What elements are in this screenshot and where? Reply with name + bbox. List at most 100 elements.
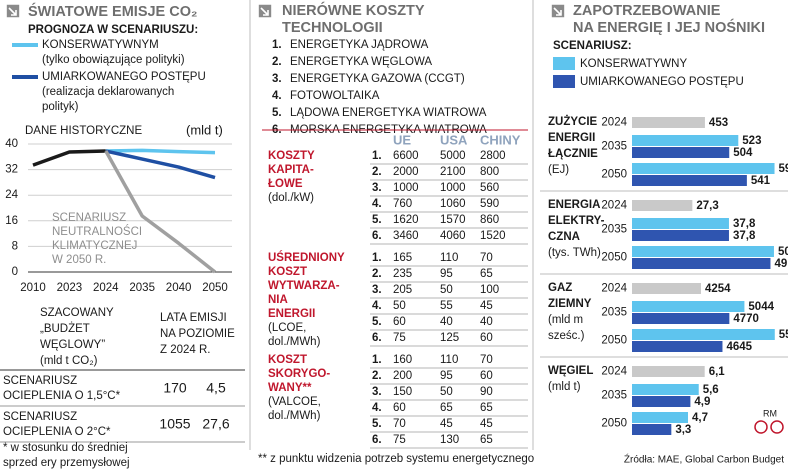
value-label: 4770	[733, 313, 759, 325]
bar	[632, 424, 672, 435]
category-label: 2024	[601, 117, 627, 129]
x-tick-label: 2024	[93, 282, 119, 294]
arrow-icon	[550, 3, 566, 19]
value-label: 453	[709, 117, 728, 129]
list-number: 3.	[272, 73, 282, 85]
value-label: 50,7	[778, 246, 788, 258]
panel-title: TECHNOLOGII	[282, 20, 383, 36]
bar	[632, 147, 730, 158]
table-header: SZACOWANY	[40, 307, 114, 319]
group-title: ZUŻYCIE	[548, 115, 598, 128]
table-cell: 110	[440, 354, 458, 366]
table-cell: 205	[393, 284, 412, 296]
bar	[632, 396, 691, 407]
bar	[632, 258, 771, 269]
legend-note: (realizacja deklarowanych	[42, 86, 174, 98]
row-number: 1.	[372, 252, 382, 264]
column-header: USA	[440, 132, 468, 147]
source: Źródła: MAE, Global Carbon Budget	[624, 453, 784, 466]
row-number: 6.	[372, 230, 382, 242]
table-cell: 1520	[480, 230, 506, 242]
credit: RM	[763, 408, 777, 418]
table-cell: 2000	[393, 166, 419, 178]
group-label: KOSZTY	[268, 150, 315, 162]
table-cell: 1000	[440, 182, 466, 194]
bar	[632, 412, 689, 423]
bar	[632, 301, 745, 312]
value-label: 5044	[748, 301, 774, 313]
legend-title: SCENARIUSZ:	[553, 40, 632, 52]
row-label: OCIEPLENIA O 1,5°C*	[3, 390, 121, 402]
table-header: „BUDŻET	[40, 322, 90, 335]
value-label: 6,1	[709, 366, 726, 378]
category-label: 2050	[601, 418, 627, 430]
table-cell: 200	[393, 370, 412, 382]
list-number: 1.	[272, 39, 282, 51]
table-cell: 45	[480, 300, 493, 312]
row-label: OCIEPLENIA O 2°C*	[3, 426, 111, 438]
x-tick-label: 2023	[57, 282, 83, 294]
category-label: 2024	[601, 283, 627, 295]
y-tick-label: 8	[12, 240, 18, 252]
row-number: 1.	[372, 354, 382, 366]
table-cell: 860	[480, 214, 499, 226]
group-title: ZIEMNY	[548, 298, 592, 310]
table-cell: 560	[480, 182, 499, 194]
category-label: 2035	[601, 141, 627, 153]
table-cell: 2800	[480, 150, 506, 162]
row-number: 5.	[372, 214, 382, 226]
footnote: ** z punktu widzenia potrzeb systemu ene…	[258, 453, 534, 465]
table-cell: 70	[480, 354, 493, 366]
legend-title: PROGNOZA W SCENARIUSZU:	[28, 24, 198, 36]
table-cell: 27,6	[202, 416, 229, 432]
category-label: 2024	[601, 366, 627, 378]
table-cell: 75	[393, 332, 406, 344]
list-number: 5.	[272, 107, 282, 119]
panel-title: ŚWIATOWE EMISJE CO₂	[28, 2, 197, 20]
x-tick-label: 2040	[166, 282, 192, 294]
table-cell: 170	[163, 380, 187, 396]
footnote: sprzed ery przemysłowej	[3, 457, 130, 469]
table-cell: 1060	[440, 198, 466, 210]
table-header: LATA EMISJI	[160, 312, 227, 324]
annotation: DANE HISTORYCZNE	[25, 125, 142, 137]
annotation: KLIMATYCZNEJ	[52, 240, 137, 252]
category-label: 2035	[601, 390, 627, 402]
value-label: 3,3	[675, 424, 691, 436]
value-label: 27,3	[696, 200, 718, 212]
series-line	[32, 149, 106, 167]
row-number: 3.	[372, 386, 382, 398]
table-cell: 55	[440, 300, 453, 312]
bar	[632, 163, 775, 174]
series-line	[105, 149, 216, 180]
x-tick-label: 2010	[20, 282, 46, 294]
series-line	[104, 150, 217, 274]
group-unit: (EJ)	[548, 164, 569, 176]
group-label: UŚREDNIONY	[268, 251, 345, 264]
table-cell: 90	[480, 386, 493, 398]
bar	[632, 246, 774, 257]
list-item: ENERGETYKA WĘGLOWA	[290, 56, 432, 68]
group-title: ŁĄCZNIE	[548, 148, 598, 160]
table-cell: 800	[480, 166, 499, 178]
group-title: WĘGIEL	[548, 365, 593, 377]
table-cell: 45	[440, 418, 453, 430]
annotation: W 2050 R.	[52, 254, 106, 266]
group-unit: (mld t)	[548, 381, 581, 393]
row-number: 5.	[372, 418, 382, 430]
value-label: 37,8	[733, 218, 756, 230]
table-header: WĘGLOWY”	[40, 339, 105, 351]
table-cell: 60	[480, 370, 493, 382]
value-label: 4,9	[694, 396, 710, 408]
table-cell: 165	[393, 252, 412, 264]
table-cell: 50	[440, 284, 453, 296]
y-tick-label: 32	[5, 164, 18, 176]
table-cell: 60	[480, 332, 493, 344]
table-cell: 100	[480, 284, 499, 296]
bar	[632, 117, 705, 128]
table-cell: 70	[480, 252, 493, 264]
legend-note: polityk)	[42, 101, 79, 113]
table-cell: 160	[393, 354, 412, 366]
row-number: 4.	[372, 402, 382, 414]
table-cell: 590	[480, 198, 499, 210]
